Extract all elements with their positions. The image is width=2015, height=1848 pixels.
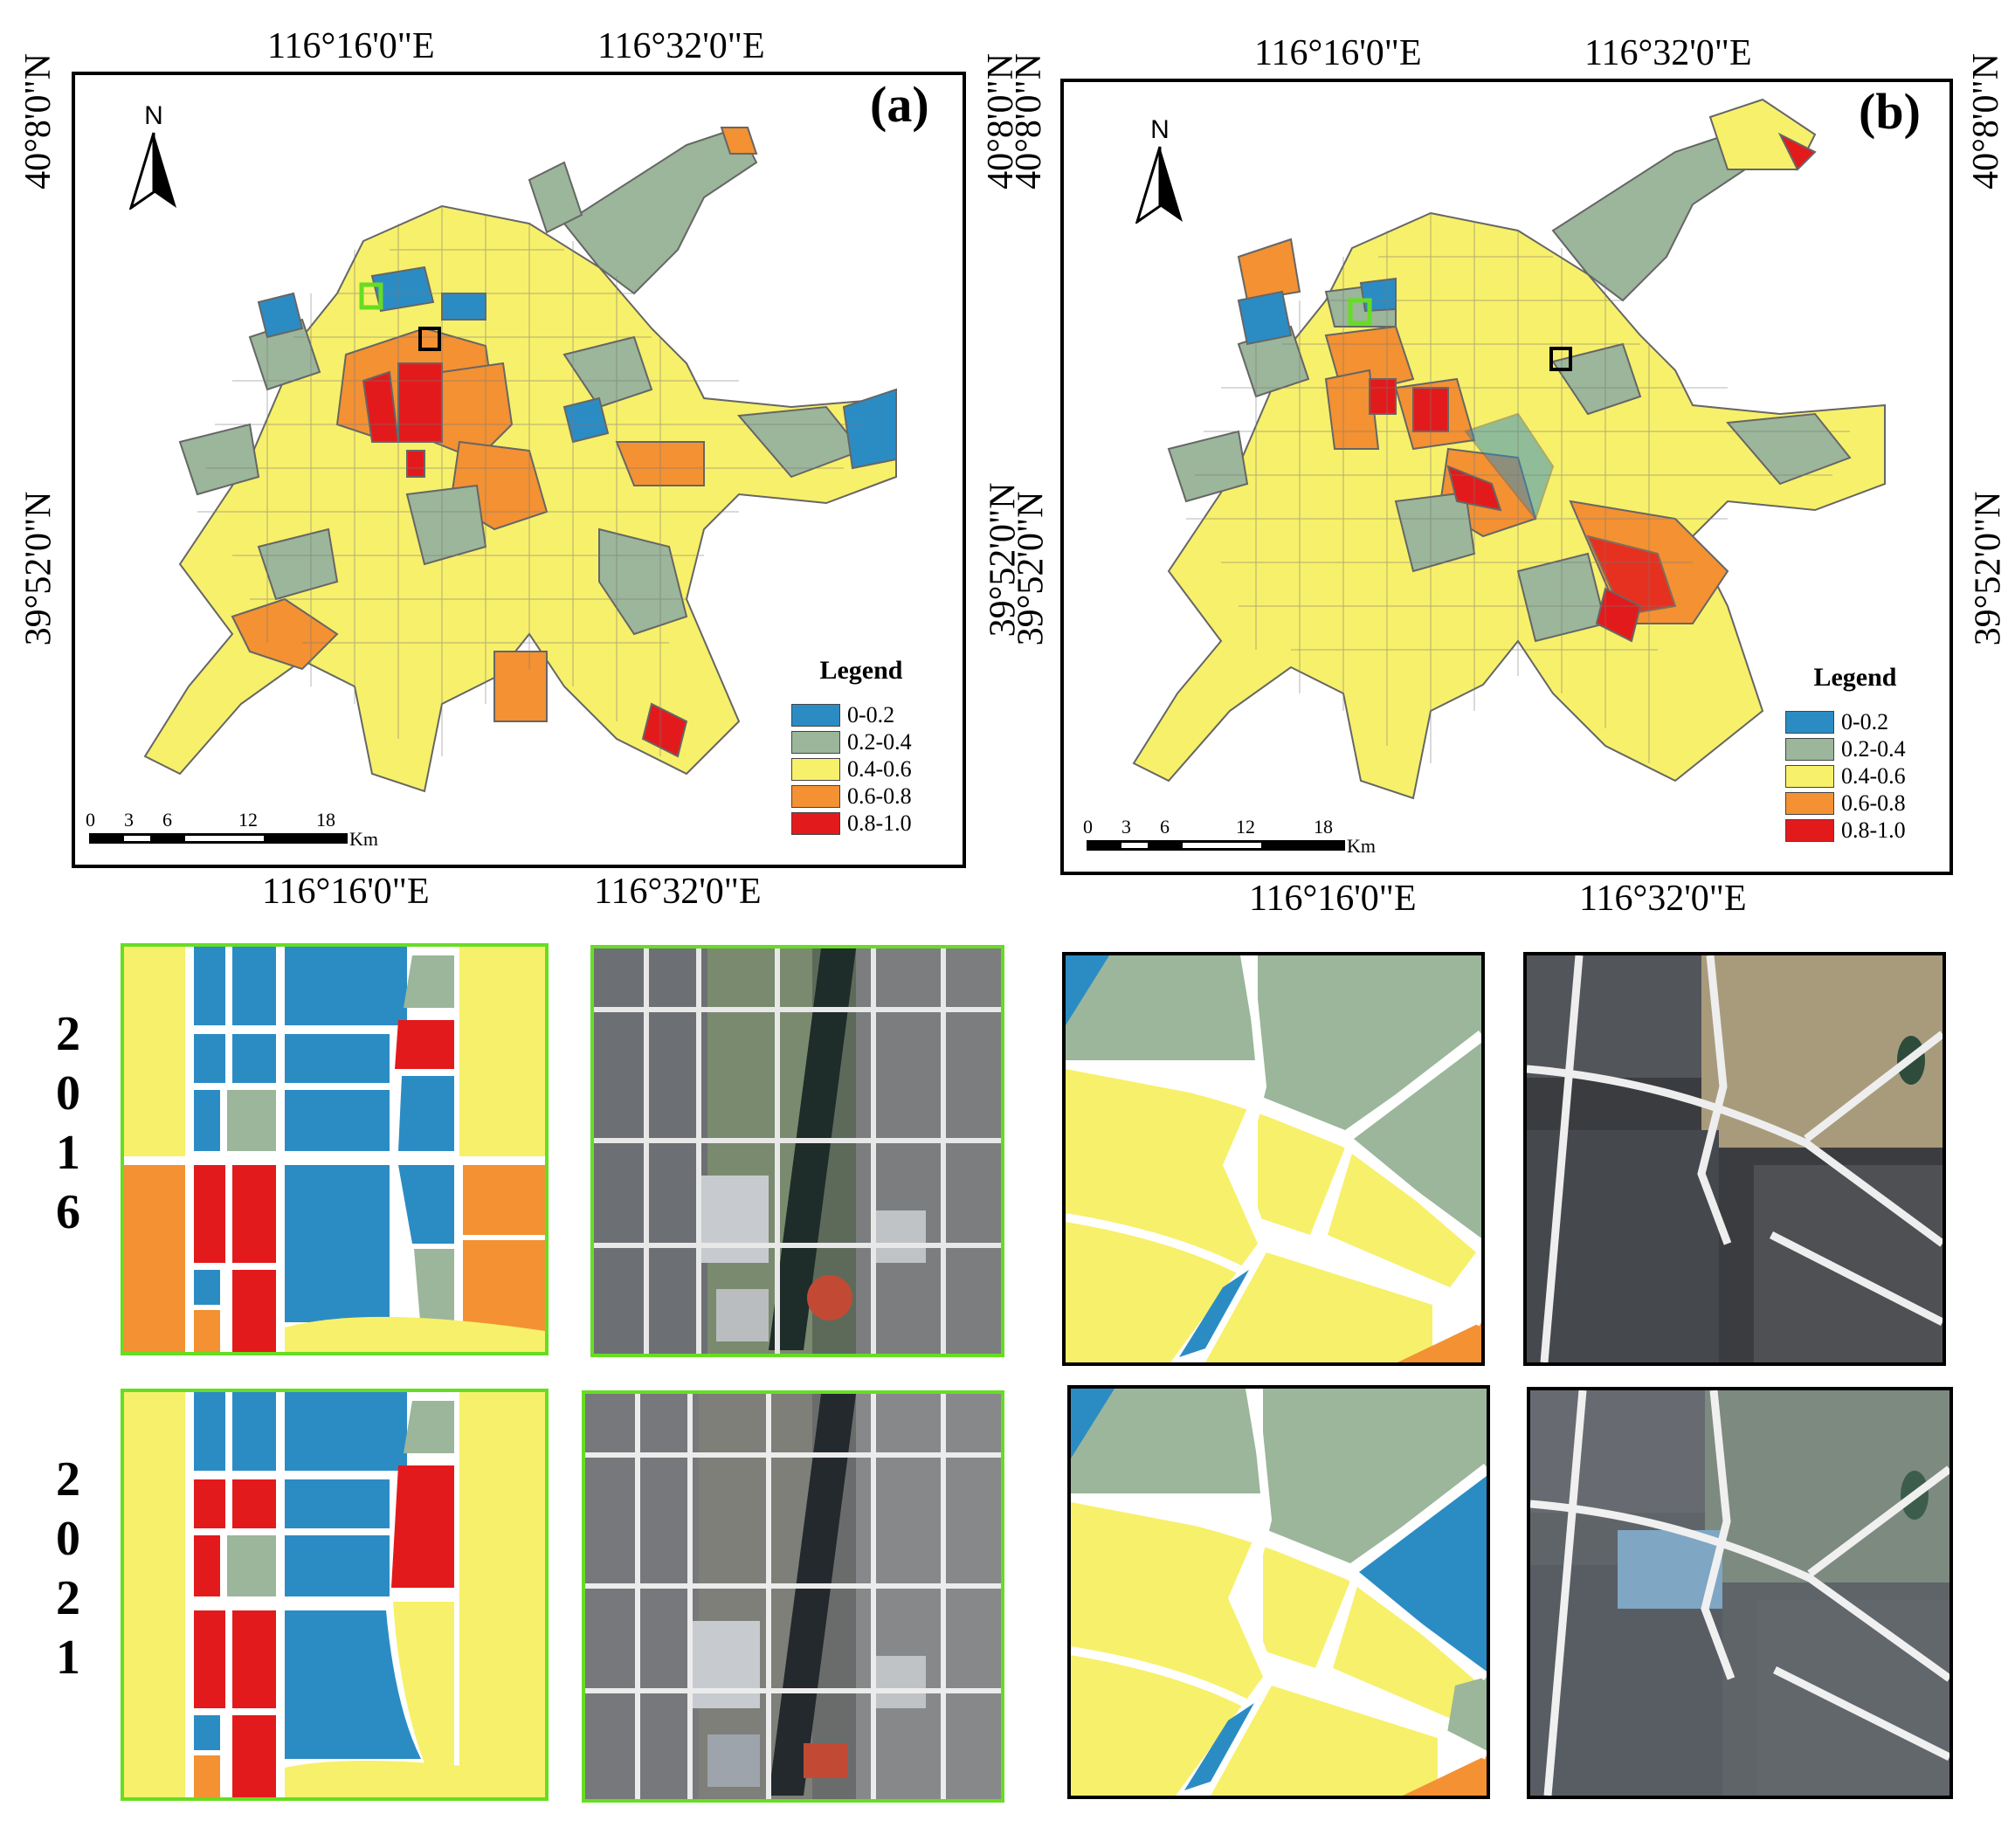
city-map-a [143, 126, 897, 793]
north-arrow-icon: N [1134, 115, 1186, 224]
legend-swatch [791, 703, 840, 727]
right-lat-label-2: 39°52'0"N [1968, 491, 2009, 646]
year-digit: 0 [56, 1512, 80, 1566]
legend-swatch [1785, 710, 1834, 734]
legend-label: 0.6-0.8 [1841, 790, 1906, 816]
scale-tick: 18 [316, 809, 335, 831]
legend-label: 0.2-0.4 [1841, 735, 1906, 762]
scale-tick: 18 [1314, 816, 1333, 838]
legend-title: Legend [819, 656, 903, 685]
bottom-lon-label-1: 116°16'0"E [1249, 879, 1417, 919]
inset-black-map-2016 [1062, 952, 1485, 1366]
scale-unit: Km [349, 828, 378, 850]
inset-black-satellite-2016 [1523, 952, 1946, 1366]
right-lat-label-1: 40°8'0"N [1965, 53, 2006, 190]
legend-label: 0.8-1.0 [847, 810, 912, 836]
scale-bar-a: 0 3 6 12 18 Km [86, 809, 378, 852]
legend-label: 0.2-0.4 [847, 728, 912, 755]
top-lon-label-1: 116°16'0"E [267, 26, 435, 66]
legend-item: 0-0.2 [1785, 708, 1925, 735]
scale-tick: 12 [1236, 816, 1255, 838]
legend-label: 0-0.2 [1841, 708, 1889, 734]
scale-bar-b: 0 3 6 12 18 Km [1083, 816, 1376, 859]
panel-label-b: (b) [1859, 83, 1921, 140]
year-digit: 2 [56, 1571, 80, 1625]
legend-item: 0.2-0.4 [791, 728, 931, 755]
scale-tick: 0 [1083, 816, 1093, 838]
legend-item: 0.6-0.8 [791, 783, 931, 810]
legend-a: Legend 0-0.2 0.2-0.4 0.4-0.6 0.6-0.8 0.8… [791, 656, 931, 837]
legend-swatch [1785, 818, 1834, 842]
year-digit: 1 [56, 1126, 80, 1180]
scale-unit: Km [1347, 835, 1376, 857]
legend-item: 0.2-0.4 [1785, 735, 1925, 762]
scale-tick: 3 [124, 809, 134, 831]
bottom-lon-label-2: 116°32'0"E [1579, 879, 1747, 919]
legend-label: 0.4-0.6 [1841, 762, 1906, 789]
bottom-lon-label-1: 116°16'0"E [262, 872, 430, 912]
legend-item: 0-0.2 [791, 701, 931, 728]
legend-label: 0-0.2 [847, 701, 895, 727]
inset-black-map-2021 [1067, 1385, 1490, 1799]
legend-item: 0.8-1.0 [791, 810, 931, 837]
north-label: N [1150, 115, 1170, 144]
inset-green-map-2016 [121, 943, 549, 1355]
inset-black-satellite-2021 [1527, 1387, 1953, 1799]
year-digit: 6 [56, 1185, 80, 1239]
focus-area-green-b [1348, 298, 1372, 326]
legend-item: 0.6-0.8 [1785, 790, 1925, 817]
focus-area-black-b [1549, 347, 1572, 371]
legend-swatch [791, 757, 840, 781]
north-label: N [144, 101, 163, 130]
left-lat-label-1: 40°8'0"N [1008, 53, 1049, 190]
legend-swatch [791, 811, 840, 835]
year-digit: 1 [56, 1631, 80, 1685]
year-digit: 2 [56, 1452, 80, 1507]
scale-tick: 6 [1160, 816, 1170, 838]
legend-item: 0.4-0.6 [1785, 762, 1925, 790]
bottom-lon-label-2: 116°32'0"E [594, 872, 762, 912]
panel-label-a: (a) [870, 76, 929, 133]
top-lon-label-2: 116°32'0"E [597, 26, 765, 66]
city-map-b [1132, 98, 1886, 800]
left-lat-label-2: 39°52'0"N [18, 491, 59, 646]
legend-title: Legend [1813, 663, 1897, 692]
legend-swatch [1785, 791, 1834, 815]
scale-tick: 3 [1121, 816, 1131, 838]
legend-label: 0.4-0.6 [847, 755, 912, 782]
legend-swatch [1785, 737, 1834, 761]
scale-tick: 12 [238, 809, 258, 831]
top-lon-label-1: 116°16'0"E [1254, 33, 1422, 73]
top-lon-label-2: 116°32'0"E [1584, 33, 1752, 73]
inset-green-map-2021 [121, 1389, 549, 1801]
year-digit: 2 [56, 1007, 80, 1061]
left-lat-label-1: 40°8'0"N [17, 53, 59, 190]
year-digit: 0 [56, 1066, 80, 1121]
scale-tick: 6 [162, 809, 172, 831]
map-frame-b: (b) N Legend 0-0.2 0.2-0.4 0.4-0.6 0.6-0… [1060, 79, 1953, 875]
legend-label: 0.6-0.8 [847, 783, 912, 809]
map-frame-a: (a) N Legend 0-0.2 0.2-0.4 0.4-0.6 0.6-0… [72, 72, 966, 868]
inset-green-satellite-2021 [582, 1390, 1004, 1803]
left-lat-label-2: 39°52'0"N [1011, 491, 1052, 646]
legend-item: 0.8-1.0 [1785, 817, 1925, 844]
focus-area-green-a [359, 282, 383, 310]
north-arrow-icon: N [128, 101, 180, 210]
legend-b: Legend 0-0.2 0.2-0.4 0.4-0.6 0.6-0.8 0.8… [1785, 663, 1925, 844]
inset-green-satellite-2016 [590, 945, 1004, 1357]
legend-swatch [791, 730, 840, 754]
legend-swatch [791, 784, 840, 808]
scale-tick: 0 [86, 809, 95, 831]
legend-label: 0.8-1.0 [1841, 817, 1906, 843]
legend-item: 0.4-0.6 [791, 755, 931, 783]
legend-swatch [1785, 764, 1834, 788]
focus-area-black-a [418, 327, 441, 351]
